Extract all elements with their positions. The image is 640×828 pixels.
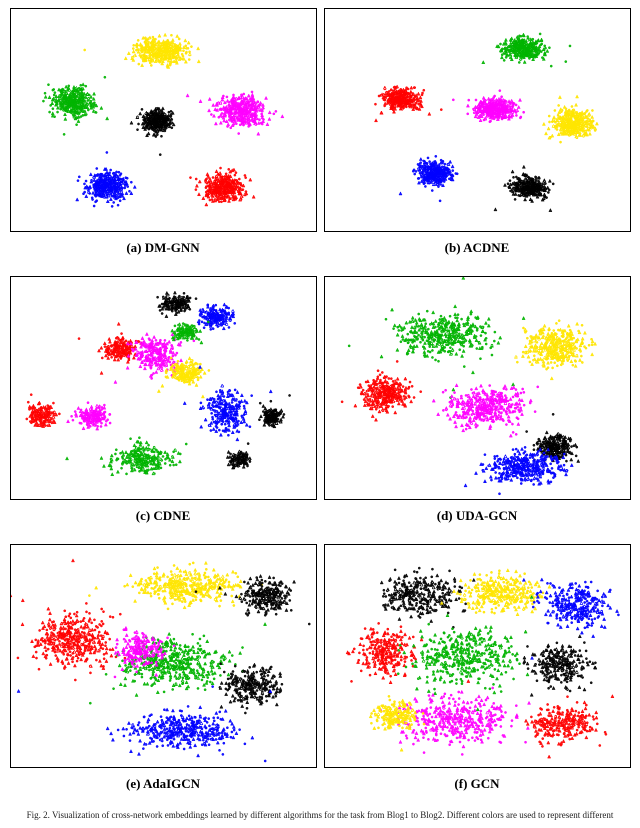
cluster-red <box>374 85 442 122</box>
plot-b <box>324 8 631 232</box>
cluster-black <box>493 165 553 211</box>
cluster-red <box>189 167 255 206</box>
plot-e <box>10 544 317 768</box>
figure-caption: Fig. 2. Visualization of cross-network e… <box>8 810 632 820</box>
cluster-black <box>380 567 475 628</box>
cluster-magenta <box>66 402 111 430</box>
cluster-black <box>218 663 282 714</box>
cluster-magenta <box>452 90 525 123</box>
caption-a: (a) DM-GNN <box>126 240 199 256</box>
scatter-f <box>325 545 630 767</box>
cluster-magenta <box>432 384 539 437</box>
plot-d <box>324 276 631 500</box>
cluster-blue <box>17 685 272 767</box>
cluster-green <box>481 33 570 67</box>
cluster-yellow <box>514 320 596 380</box>
plot-c <box>10 276 317 500</box>
cluster-yellow <box>369 695 425 751</box>
cluster-red <box>25 394 60 428</box>
caption-c: (c) CDNE <box>136 508 191 524</box>
cluster-yellow <box>88 561 262 610</box>
panel-b: (b) ACDNE <box>322 8 632 272</box>
scatter-b <box>325 9 630 231</box>
caption-f: (f) GCN <box>454 776 499 792</box>
cluster-blue <box>398 155 457 202</box>
panel-c: (c) CDNE <box>8 276 318 540</box>
cluster-green <box>65 437 187 476</box>
panel-a: (a) DM-GNN <box>8 8 318 272</box>
cluster-black <box>156 291 212 318</box>
scatter-c <box>11 277 316 499</box>
panel-e: (e) AdaIGCN <box>8 544 318 808</box>
cluster-red <box>341 360 422 421</box>
panel-d: (d) UDA-GCN <box>322 276 632 540</box>
cluster-black <box>226 443 251 470</box>
scatter-e <box>11 545 316 767</box>
cluster-black <box>258 394 290 427</box>
cluster-black <box>522 635 596 697</box>
cluster-green <box>170 321 209 344</box>
cluster-yellow <box>542 95 598 143</box>
cluster-green <box>42 76 108 135</box>
cluster-blue <box>75 151 136 207</box>
scatter-a <box>11 9 316 231</box>
plot-a <box>10 8 317 232</box>
panel-f: (f) GCN <box>322 544 632 808</box>
caption-d: (d) UDA-GCN <box>437 508 518 524</box>
caption-e: (e) AdaIGCN <box>126 776 200 792</box>
cluster-red <box>524 695 614 758</box>
plot-f <box>324 544 631 768</box>
cluster-red <box>11 559 126 681</box>
figure-grid: (a) DM-GNN (b) ACDNE (c) CDNE (d) UDA-GC… <box>8 8 632 808</box>
cluster-black <box>129 107 174 156</box>
cluster-blue <box>197 303 236 331</box>
cluster-yellow <box>83 33 200 68</box>
scatter-d <box>325 277 630 499</box>
cluster-yellow <box>440 569 551 616</box>
cluster-magenta <box>186 91 284 135</box>
caption-b: (b) ACDNE <box>445 240 510 256</box>
